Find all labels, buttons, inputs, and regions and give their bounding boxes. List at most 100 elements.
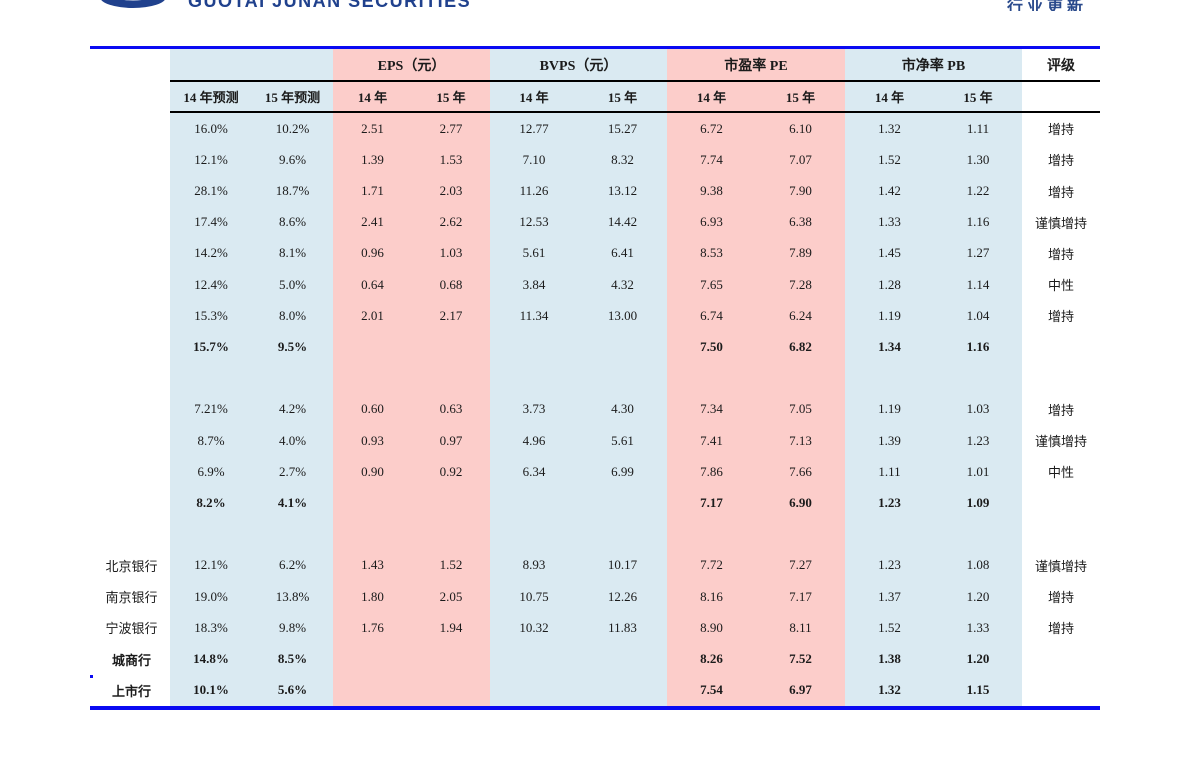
table-cell	[412, 643, 490, 675]
bank-name-cell: 城商行	[93, 643, 170, 675]
table-row: 15.3% 8.0% 2.01 2.17 11.34 13.00 6.74 6.24 1.19 1…	[93, 300, 1100, 332]
bank-name-cell	[93, 269, 170, 301]
masthead: GUOTAI JUNAN SECURITIES 行业更新	[0, 0, 1191, 11]
bank-name-cell	[93, 456, 170, 488]
table-cell: 1.20	[934, 581, 1022, 613]
top-divider-line	[90, 46, 1100, 49]
table-cell: 1.08	[934, 549, 1022, 582]
table-cell: 1.03	[934, 393, 1022, 426]
table-cell: 0.63	[412, 393, 490, 426]
table-cell: 7.52	[756, 643, 845, 675]
table-cell: 1.11	[845, 456, 934, 488]
table-cell: 8.2%	[170, 487, 252, 519]
table-cell: 1.52	[845, 144, 934, 176]
table-cell: 18.3%	[170, 612, 252, 644]
table-cell: 8.53	[667, 237, 756, 270]
table-cell: 1.33	[845, 206, 934, 238]
table-cell: 6.93	[667, 206, 756, 238]
table-cell: 11.34	[490, 300, 578, 332]
table-cell: 1.22	[934, 175, 1022, 207]
table-cell	[490, 331, 578, 363]
table-cell	[578, 518, 667, 550]
table-cell: 12.53	[490, 206, 578, 238]
table-cell: 3.73	[490, 393, 578, 426]
report-type-label: 行业更新	[1007, 0, 1088, 11]
table-cell: 1.52	[845, 612, 934, 644]
table-cell: 1.39	[333, 144, 412, 176]
bank-name-cell	[93, 393, 170, 426]
table-cell	[490, 674, 578, 706]
table-row: 城商行 14.8% 8.5% 8.26 7.52 1.38 1.20	[93, 643, 1100, 675]
table-cell: 6.10	[756, 113, 845, 145]
table-cell: 6.9%	[170, 456, 252, 488]
table-cell: 增持	[1022, 144, 1100, 176]
table-cell: 15.3%	[170, 300, 252, 332]
table-cell: 1.19	[845, 300, 934, 332]
table-cell: 2.62	[412, 206, 490, 238]
table-cell: 10.17	[578, 549, 667, 582]
table-cell: 1.20	[934, 643, 1022, 675]
table-cell: 13.00	[578, 300, 667, 332]
table-cell: 1.27	[934, 237, 1022, 270]
table-cell: 7.21%	[170, 393, 252, 426]
table-row: 北京银行 12.1% 6.2% 1.43 1.52 8.93 10.17 7.72 7.27 1.…	[93, 549, 1100, 582]
table-cell	[412, 331, 490, 363]
table-cell: 10.2%	[252, 113, 333, 145]
table-cell: 1.42	[845, 175, 934, 207]
table-cell	[845, 518, 934, 550]
table-cell: 13.12	[578, 175, 667, 207]
table-cell	[412, 362, 490, 394]
table-cell: 12.26	[578, 581, 667, 613]
table-cell: 14.42	[578, 206, 667, 238]
bank-name-cell	[93, 237, 170, 270]
table-cell: 1.37	[845, 581, 934, 613]
table-cell: 4.30	[578, 393, 667, 426]
table-cell: 增持	[1022, 113, 1100, 145]
table-row: 8.7% 4.0% 0.93 0.97 4.96 5.61 7.41 7.13 1.39 1.23…	[93, 425, 1100, 457]
table-cell: 8.0%	[252, 300, 333, 332]
table-cell: 9.8%	[252, 612, 333, 644]
table-cell: 1.34	[845, 331, 934, 363]
table-cell	[490, 362, 578, 394]
table-cell: 9.38	[667, 175, 756, 207]
table-cell: 0.92	[412, 456, 490, 488]
table-row: 12.1% 9.6% 1.39 1.53 7.10 8.32 7.74 7.07 1.52 1.3…	[93, 144, 1100, 176]
table-cell: 1.16	[934, 206, 1022, 238]
table-cell	[845, 362, 934, 394]
table-cell	[667, 518, 756, 550]
table-cell: 7.41	[667, 425, 756, 457]
table-cell: 1.11	[934, 113, 1022, 145]
table-cell: 1.16	[934, 331, 1022, 363]
table-cell: 6.72	[667, 113, 756, 145]
table-row: 南京银行 19.0% 13.8% 1.80 2.05 10.75 12.26 8.16 7.17…	[93, 581, 1100, 613]
table-cell: 6.97	[756, 674, 845, 706]
table-cell: 11.83	[578, 612, 667, 644]
table-row: 28.1% 18.7% 1.71 2.03 11.26 13.12 9.38 7.90 1.42…	[93, 175, 1100, 207]
table-cell: 1.39	[845, 425, 934, 457]
column-header: 14 年	[333, 82, 412, 111]
table-cell: 6.82	[756, 331, 845, 363]
table-cell	[1022, 487, 1100, 519]
table-cell: 6.41	[578, 237, 667, 270]
column-header: 15 年	[934, 82, 1022, 111]
table-cell: 3.84	[490, 269, 578, 301]
table-cell	[252, 362, 333, 394]
corner-spacer	[93, 82, 170, 111]
table-cell: 1.71	[333, 175, 412, 207]
table-cell: 1.52	[412, 549, 490, 582]
table-cell	[412, 487, 490, 519]
table-cell: 7.86	[667, 456, 756, 488]
table-cell	[333, 643, 412, 675]
table-cell: 中性	[1022, 456, 1100, 488]
table-cell: 增持	[1022, 300, 1100, 332]
table-cell	[934, 362, 1022, 394]
table-cell	[333, 331, 412, 363]
bank-name-cell	[93, 331, 170, 363]
table-cell: 9.6%	[252, 144, 333, 176]
table-cell: 1.33	[934, 612, 1022, 644]
table-cell: 4.0%	[252, 425, 333, 457]
table-cell: 2.51	[333, 113, 412, 145]
table-cell	[667, 362, 756, 394]
table-cell: 2.41	[333, 206, 412, 238]
table-cell: 7.17	[667, 487, 756, 519]
